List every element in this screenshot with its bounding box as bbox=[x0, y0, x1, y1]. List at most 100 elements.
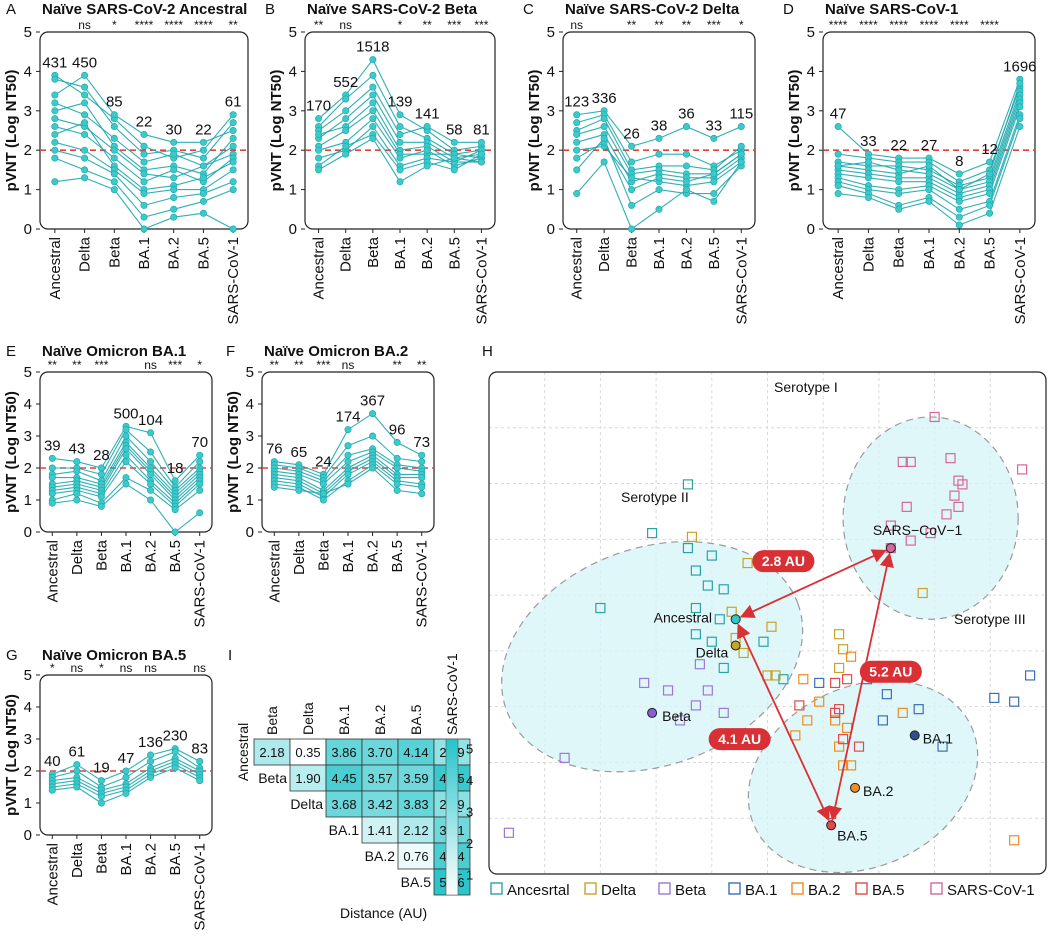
panel-letter: I bbox=[228, 647, 232, 664]
x-tick-label-4: BA.2 bbox=[678, 237, 695, 270]
data-point bbox=[140, 150, 148, 158]
data-point bbox=[51, 154, 59, 162]
data-point bbox=[171, 477, 179, 485]
antigen-point bbox=[1009, 835, 1020, 846]
data-point bbox=[342, 115, 350, 123]
y-tick-label: 3 bbox=[24, 103, 32, 120]
data-point bbox=[925, 170, 933, 178]
data-point bbox=[229, 166, 237, 174]
antigen-point bbox=[718, 707, 729, 719]
significance-label-1: ns bbox=[339, 18, 352, 32]
data-point bbox=[369, 432, 377, 440]
significance-label-0: ** bbox=[314, 18, 324, 32]
data-point bbox=[477, 150, 485, 158]
heatmap-col-label-4: BA.5 bbox=[408, 704, 424, 735]
legend-label-3: BA.1 bbox=[745, 882, 778, 899]
x-tick-label-3: BA.1 bbox=[118, 540, 135, 573]
legend-label-5: BA.5 bbox=[872, 882, 905, 899]
data-point bbox=[396, 130, 404, 138]
heatmap-cell bbox=[325, 764, 363, 792]
data-point bbox=[573, 119, 581, 127]
distance-label-3: 4.1 AU bbox=[718, 731, 761, 747]
data-point bbox=[73, 467, 81, 475]
data-point bbox=[122, 432, 130, 440]
data-point bbox=[737, 142, 745, 150]
gmt-label-3: 27 bbox=[921, 137, 938, 154]
data-point bbox=[73, 458, 81, 466]
x-tick-label-4: BA.2 bbox=[166, 237, 183, 270]
gmt-label-4: 8 bbox=[955, 153, 963, 170]
data-point bbox=[834, 150, 842, 158]
antigen-point bbox=[834, 662, 845, 674]
data-point bbox=[628, 186, 636, 194]
antigen-point bbox=[941, 509, 952, 520]
legend-label-4: BA.2 bbox=[808, 882, 841, 899]
y-tick-label: 0 bbox=[24, 827, 32, 844]
data-point bbox=[170, 213, 178, 221]
data-point bbox=[81, 111, 89, 119]
data-point bbox=[97, 493, 105, 501]
antigen-point bbox=[702, 685, 713, 696]
data-point bbox=[48, 454, 56, 462]
legend-swatch-1 bbox=[584, 882, 597, 895]
significance-label-4: ns bbox=[144, 661, 157, 675]
y-tick-label: 1 bbox=[24, 795, 32, 812]
significance-label-0: **** bbox=[829, 18, 848, 32]
gmt-label-0: 123 bbox=[564, 94, 589, 111]
data-point bbox=[396, 138, 404, 146]
distance-arrow-3 bbox=[737, 623, 830, 822]
data-point bbox=[73, 490, 81, 498]
x-tick-label-1: Delta bbox=[860, 236, 877, 272]
panel-title: Naïve SARS-CoV-2 Beta bbox=[307, 1, 478, 18]
gmt-label-6: 81 bbox=[473, 121, 490, 138]
significance-label-2: *** bbox=[94, 358, 108, 372]
data-point bbox=[97, 793, 105, 801]
data-point bbox=[199, 154, 207, 162]
data-point bbox=[864, 193, 872, 201]
data-point bbox=[573, 146, 581, 154]
data-point bbox=[196, 486, 204, 494]
data-point bbox=[171, 506, 179, 514]
x-tick-label-2: Beta bbox=[106, 236, 123, 268]
data-point bbox=[573, 190, 581, 198]
serotype-label-3: Serotype III bbox=[954, 611, 1026, 627]
data-point bbox=[600, 134, 608, 142]
y-tick-label: 5 bbox=[807, 24, 815, 41]
heatmap-cell bbox=[361, 738, 399, 766]
data-point bbox=[147, 751, 155, 759]
data-point bbox=[344, 451, 352, 459]
y-tick-label: 4 bbox=[246, 396, 254, 413]
centroid-label-1: Delta bbox=[696, 644, 729, 660]
y-tick-label: 2 bbox=[24, 142, 32, 159]
significance-label-3: * bbox=[398, 18, 403, 32]
data-point bbox=[48, 490, 56, 498]
data-point bbox=[73, 767, 81, 775]
antigen-point bbox=[937, 741, 948, 752]
gmt-label-6: 1696 bbox=[1003, 58, 1036, 75]
x-tick-label-5: BA.5 bbox=[446, 237, 463, 270]
data-point bbox=[48, 786, 56, 794]
data-point bbox=[199, 138, 207, 146]
data-point bbox=[81, 91, 89, 99]
x-tick-label-0: Ancestral bbox=[266, 540, 283, 603]
data-point bbox=[229, 178, 237, 186]
centroid-label-4: BA.2 bbox=[863, 783, 894, 799]
data-point bbox=[396, 166, 404, 174]
antigen-point bbox=[595, 602, 606, 614]
data-point bbox=[81, 71, 89, 79]
data-point bbox=[344, 470, 352, 478]
centroid-4 bbox=[850, 782, 861, 793]
data-point bbox=[315, 154, 323, 162]
significance-label-1: ns bbox=[71, 661, 84, 675]
gmt-label-5: 18 bbox=[167, 460, 184, 477]
distance-badge-3 bbox=[708, 728, 771, 751]
x-tick-label-6: SARS-CoV-1 bbox=[414, 540, 431, 628]
significance-label-2: ** bbox=[627, 18, 637, 32]
data-point bbox=[122, 773, 130, 781]
antigen-point bbox=[639, 677, 650, 689]
data-point bbox=[628, 142, 636, 150]
data-point bbox=[986, 201, 994, 209]
data-point bbox=[393, 480, 401, 488]
legend-label-1: Delta bbox=[601, 882, 637, 899]
significance-label-5: **** bbox=[194, 18, 213, 32]
